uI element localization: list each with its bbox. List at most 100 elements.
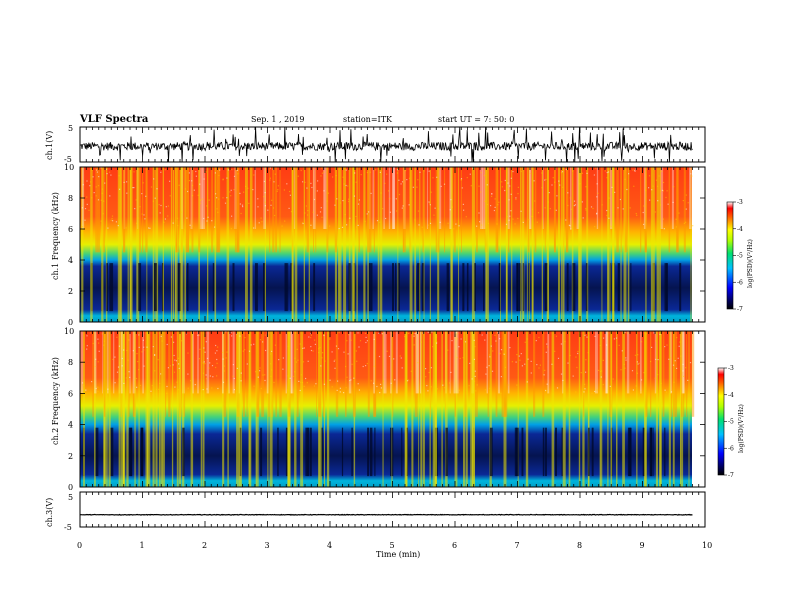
spectrogram-speckle (560, 373, 563, 375)
spectrogram-streak (111, 263, 114, 312)
spectrogram-speckle (685, 367, 687, 369)
spectrogram-speckle (648, 175, 651, 177)
spectrogram-speckle (653, 168, 655, 170)
spectrogram-speckle (89, 185, 91, 187)
spectrogram-speckle (302, 222, 304, 225)
spectrogram-speckle (126, 192, 128, 194)
spectrogram-streak (465, 331, 468, 487)
spectrogram-speckle (237, 173, 239, 175)
spectrogram-speckle (154, 354, 156, 356)
spectrogram-streak (568, 331, 571, 487)
spectrogram-streak (370, 263, 373, 312)
frequency-tick-label: 10 (64, 163, 74, 172)
spectrogram-streak (453, 167, 456, 253)
spectrogram-speckle (428, 201, 430, 203)
spectrogram-speckle (205, 378, 208, 380)
spectrogram-speckle (294, 357, 296, 359)
spectrogram-speckle (427, 224, 429, 226)
spectrogram-speckle (609, 385, 611, 387)
spectrogram-streak (454, 331, 456, 417)
ch2-spectrogram-ticks (79, 331, 706, 487)
spectrogram-speckle (476, 384, 478, 386)
spectrogram-speckle (418, 224, 420, 226)
spectrogram-streak (572, 263, 576, 312)
spectrogram-speckle (596, 212, 598, 214)
spectrogram-speckle (128, 339, 130, 341)
spectrogram-speckle (202, 389, 204, 391)
spectrogram-speckle (273, 381, 275, 384)
spectrogram-speckle (195, 175, 197, 177)
spectrogram-speckle (353, 377, 355, 379)
spectrogram-speckle (430, 191, 432, 193)
spectrogram-streak (227, 331, 229, 487)
time-tick-label: 10 (702, 541, 712, 550)
spectrogram-speckle (560, 172, 563, 174)
spectrogram-speckle (155, 388, 157, 391)
spectrogram-speckle (373, 382, 375, 384)
spectrogram-streak (456, 331, 459, 394)
spectrogram-streak (236, 331, 239, 487)
spectrogram-speckle (524, 341, 526, 343)
spectrogram-streak (103, 331, 106, 417)
spectrogram-speckle (86, 196, 88, 198)
spectrogram-speckle (579, 183, 581, 185)
spectrogram-speckle (117, 225, 119, 227)
spectrogram-speckle (655, 358, 657, 360)
spectrogram-speckle (404, 335, 406, 338)
spectrogram-speckle (608, 197, 610, 199)
spectrogram-streak (683, 331, 685, 417)
time-tick-label: 5 (390, 541, 395, 550)
spectrogram-streak (192, 331, 194, 394)
time-axis-label: Time (min) (376, 550, 420, 559)
spectrogram-speckle (634, 170, 636, 172)
spectrogram-speckle (199, 183, 201, 185)
spectrogram-speckle (569, 354, 571, 357)
spectrogram-speckle (652, 185, 654, 187)
spectrogram-speckle (512, 218, 514, 220)
spectrogram-speckle (396, 172, 398, 174)
spectrogram-streak (522, 167, 525, 322)
spectrogram-streak (446, 263, 450, 312)
spectrogram-streak (395, 331, 398, 394)
spectrogram-speckle (174, 386, 176, 388)
spectrogram-speckle (247, 187, 249, 189)
spectrogram-speckle (491, 195, 493, 197)
spectrogram-speckle (184, 188, 186, 190)
spectrogram-speckle (575, 356, 577, 358)
spectrogram-streak (232, 331, 235, 394)
spectrogram-speckle (438, 208, 440, 210)
spectrogram-speckle (348, 353, 351, 355)
spectrogram-streak (255, 263, 258, 312)
spectrogram-streak (464, 331, 467, 417)
spectrogram-speckle (472, 167, 474, 169)
spectrogram-speckle (469, 173, 471, 175)
spectrogram-speckle (494, 206, 496, 208)
spectrogram-speckle (401, 207, 403, 209)
spectrogram-streak (123, 167, 125, 253)
spectrogram-streak (610, 167, 613, 229)
spectrogram-speckle (334, 367, 336, 369)
spectrogram-streak (162, 263, 164, 312)
spectrogram-streak (138, 331, 140, 487)
spectrogram-speckle (160, 171, 162, 173)
spectrogram-speckle (511, 361, 513, 363)
spectrogram-streak (542, 167, 544, 229)
spectrogram-speckle (111, 218, 113, 220)
spectrogram-speckle (112, 220, 114, 222)
spectrogram-speckle (659, 390, 661, 392)
spectrogram-speckle (640, 341, 643, 343)
spectrogram-speckle (338, 227, 340, 230)
spectrogram-streak (356, 167, 358, 322)
spectrogram-speckle (200, 389, 203, 391)
spectrogram-speckle (334, 359, 336, 361)
spectrogram-streak (624, 167, 628, 253)
spectrogram-speckle (460, 178, 463, 180)
spectrogram-speckle (396, 169, 399, 171)
spectrogram-streak (198, 167, 201, 253)
spectrogram-speckle (264, 334, 266, 336)
spectrogram-speckle (533, 180, 535, 182)
spectrogram-speckle (547, 201, 549, 203)
spectrogram-speckle (336, 389, 338, 391)
spectrogram-speckle (449, 382, 451, 384)
spectrogram-speckle (664, 346, 666, 348)
